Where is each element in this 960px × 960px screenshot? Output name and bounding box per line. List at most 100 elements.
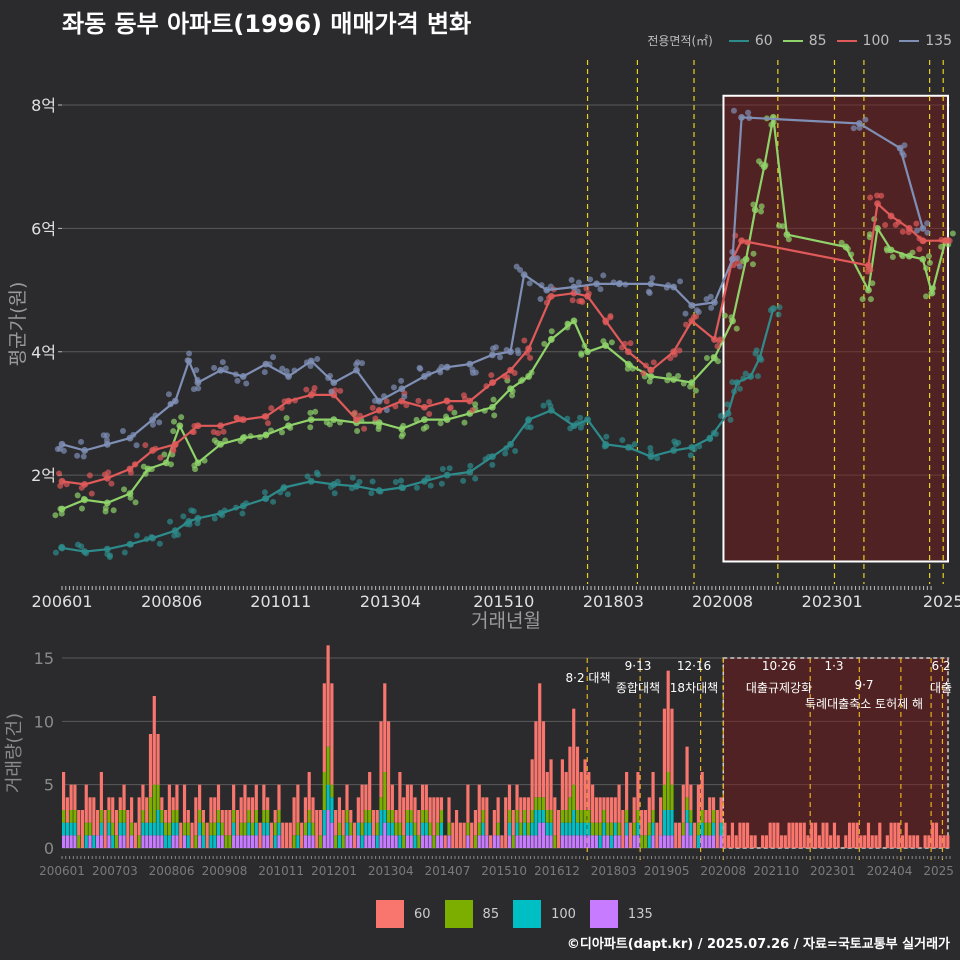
price-scatter-85	[142, 470, 149, 477]
volume-bar-85	[77, 835, 81, 848]
volume-bar-135	[685, 822, 689, 848]
price-scatter-85	[222, 437, 229, 444]
volume-bar-85	[700, 810, 704, 823]
volume-bar-60	[375, 810, 379, 823]
volume-bar-60	[700, 772, 704, 810]
price-scatter-135	[167, 401, 174, 408]
volume-bar-60	[802, 822, 806, 848]
price-point-85	[489, 403, 496, 411]
volume-bar-100	[247, 822, 251, 836]
price-scatter-135	[575, 279, 582, 286]
price-scatter-100	[56, 470, 63, 477]
volume-bar-100	[62, 822, 66, 836]
volume-bar-135	[579, 835, 583, 848]
volume-bar-60	[829, 835, 833, 848]
price-scatter-60	[574, 420, 581, 427]
volume-bar-60	[575, 746, 580, 810]
volume-bar-60	[477, 784, 481, 823]
price-point-85	[570, 317, 578, 325]
volume-xtick-label-6: 201304	[368, 864, 414, 878]
volume-bar-60	[885, 835, 889, 848]
volume-bar-85	[326, 746, 330, 785]
volume-bar-135	[266, 835, 270, 848]
volume-bar-60	[874, 835, 878, 848]
volume-bar-60	[723, 822, 727, 848]
volume-bar-60	[863, 835, 867, 848]
price-scatter-60	[121, 549, 128, 556]
volume-bar-60	[538, 683, 542, 798]
price-scatter-60	[167, 518, 174, 525]
volume-bar-85	[515, 810, 519, 823]
volume-bar-60	[647, 797, 651, 823]
volume-bar-60	[666, 670, 670, 772]
price-scatter-60	[754, 373, 761, 380]
price-scatter-100	[337, 387, 344, 394]
volume-bar-60	[80, 810, 85, 848]
volume-bar-100	[273, 835, 277, 848]
volume-bar-60	[345, 784, 349, 810]
price-scatter-85	[178, 414, 185, 421]
volume-bar-85	[152, 784, 156, 823]
volume-bar-135	[277, 835, 281, 848]
price-scatter-100	[220, 428, 227, 435]
volume-bar-60	[727, 835, 731, 848]
volume-bar-135	[65, 835, 69, 848]
volume-bar-85	[186, 822, 190, 836]
price-scatter-135	[900, 152, 907, 159]
volume-bar-100	[538, 810, 542, 823]
price-scatter-100	[642, 362, 649, 369]
price-scatter-85	[336, 419, 343, 426]
price-scatter-60	[525, 418, 532, 425]
price-scatter-100	[579, 299, 586, 306]
volume-bar-60	[201, 810, 205, 823]
price-scatter-135	[152, 412, 159, 419]
volume-bar-60	[383, 683, 387, 772]
price-point-85	[421, 416, 428, 424]
price-scatter-85	[472, 401, 479, 408]
price-point-60	[194, 514, 202, 522]
volume-bar-100	[507, 822, 512, 836]
volume-bar-60	[152, 696, 156, 785]
price-scatter-85	[844, 245, 851, 252]
volume-bar-135	[99, 835, 103, 848]
price-point-135	[855, 120, 863, 127]
volume-bar-60	[288, 822, 292, 848]
volume-bar-135	[96, 835, 100, 848]
price-scatter-60	[687, 452, 694, 459]
volume-bar-60	[118, 797, 122, 810]
volume-bar-135	[515, 835, 519, 848]
volume-bar-85	[534, 797, 538, 810]
price-scatter-135	[646, 289, 653, 296]
price-scatter-100	[132, 461, 139, 468]
price-point-85	[103, 499, 111, 507]
volume-bar-135	[519, 835, 523, 848]
volume-bar-135	[681, 835, 685, 848]
price-scatter-85	[528, 369, 535, 376]
price-scatter-60	[107, 552, 114, 559]
volume-bar-60	[689, 784, 693, 810]
annotation-label-1: 종합대책	[616, 680, 660, 695]
volume-bar-135	[368, 835, 372, 848]
volume-bar-60	[364, 784, 368, 810]
volume-bar-85	[598, 822, 602, 836]
price-xtick-label-6: 202008	[692, 592, 753, 611]
volume-bar-100	[625, 822, 629, 836]
price-scatter-100	[527, 354, 534, 361]
price-scatter-85	[78, 505, 85, 512]
volume-bar-85	[311, 822, 315, 836]
price-scatter-100	[938, 236, 945, 243]
volume-bar-60	[500, 835, 504, 848]
volume-bar-85	[330, 784, 334, 798]
volume-bar-60	[523, 797, 527, 810]
price-scatter-100	[899, 228, 906, 235]
volume-bar-135	[88, 835, 92, 848]
price-scatter-85	[930, 285, 937, 292]
price-scatter-100	[683, 321, 690, 328]
volume-bar-60	[704, 810, 708, 823]
volume-bar-85	[568, 797, 572, 823]
volume-bar-85	[560, 810, 564, 823]
volume-bar-85	[405, 810, 410, 823]
volume-bar-60	[436, 797, 440, 823]
volume-bar-60	[402, 797, 406, 836]
volume-bar-100	[413, 835, 417, 848]
